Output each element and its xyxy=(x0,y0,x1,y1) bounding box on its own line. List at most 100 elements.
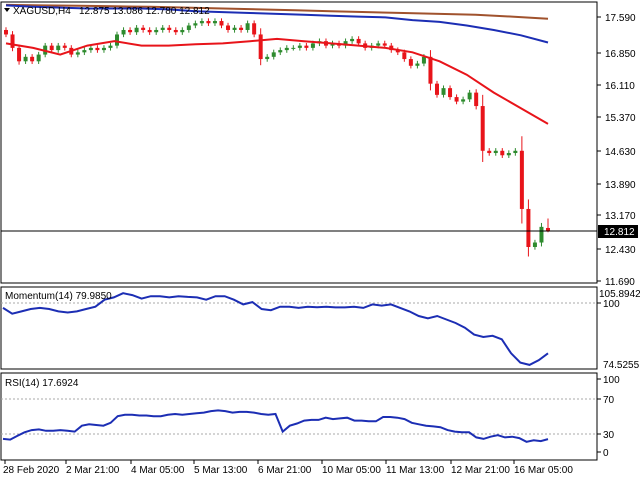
bullish-candle xyxy=(232,27,237,30)
time-tick: 16 Mar 05:00 xyxy=(514,465,573,476)
bearish-candle xyxy=(448,88,453,98)
price-axis: 17.590 16.850 16.110 15.370 14.630 13.89… xyxy=(597,13,638,288)
rsi-panel-frame[interactable] xyxy=(0,372,598,461)
bullish-candle xyxy=(82,50,87,53)
bullish-candle xyxy=(199,21,204,24)
bullish-candle xyxy=(310,43,315,48)
rsi-axis: 100 70 30 0 xyxy=(597,375,620,459)
price-tick: 16.850 xyxy=(605,49,636,60)
price-tick: 14.630 xyxy=(605,147,636,158)
bearish-candle xyxy=(252,23,257,35)
bearish-candle xyxy=(519,150,524,209)
bullish-candle xyxy=(186,25,191,30)
bearish-candle xyxy=(167,27,172,30)
time-tick: 5 Mar 13:00 xyxy=(194,465,248,476)
momentum-tick: 74.5255 xyxy=(603,360,640,371)
price-panel-frame[interactable] xyxy=(0,1,598,284)
bearish-candle xyxy=(30,56,35,62)
bullish-candle xyxy=(297,45,302,48)
bearish-candle xyxy=(546,227,550,231)
bullish-candle xyxy=(415,63,420,66)
bullish-candle xyxy=(330,43,335,46)
bearish-candle xyxy=(487,150,492,154)
bullish-candle xyxy=(115,34,120,46)
bullish-candle xyxy=(265,56,270,60)
time-axis: 28 Feb 2020 2 Mar 21:00 4 Mar 05:00 5 Ma… xyxy=(3,460,573,476)
rsi-tick: 30 xyxy=(603,430,615,441)
rsi-tick: 100 xyxy=(603,375,620,386)
price-tick: 16.110 xyxy=(605,81,635,92)
price-marks xyxy=(4,18,550,257)
bearish-candle xyxy=(356,38,361,44)
time-tick: 12 Mar 21:00 xyxy=(451,465,510,476)
bullish-candle xyxy=(245,23,250,30)
price-tick: 11.690 xyxy=(605,277,635,288)
time-tick: 6 Mar 21:00 xyxy=(258,465,312,476)
chart-menu-arrow-icon[interactable] xyxy=(4,8,10,12)
bearish-candle xyxy=(395,50,400,53)
bullish-candle xyxy=(193,23,198,26)
chart-header: XAGUSD,H4 12.875 13.086 12.780 12.812 xyxy=(4,6,210,17)
bullish-candle xyxy=(101,47,106,51)
bearish-candle xyxy=(428,56,433,84)
bullish-candle xyxy=(291,47,296,49)
bearish-candle xyxy=(304,45,309,48)
bullish-candle xyxy=(212,21,217,24)
momentum-axis: 105.8942 100 74.5255 xyxy=(597,289,640,371)
price-tick: 13.890 xyxy=(605,180,636,191)
bearish-candle xyxy=(454,97,459,102)
bullish-candle xyxy=(493,150,498,154)
time-tick: 28 Feb 2020 xyxy=(3,465,60,476)
bullish-candle xyxy=(421,56,426,64)
bullish-candle xyxy=(532,242,537,247)
slow-moving-average-line xyxy=(5,3,549,20)
bearish-candle xyxy=(147,29,152,33)
bullish-candle xyxy=(75,52,80,55)
bearish-candle xyxy=(62,45,67,48)
price-tick: 12.430 xyxy=(605,245,636,256)
bullish-candle xyxy=(56,45,61,51)
bearish-candle xyxy=(402,52,407,60)
momentum-tick: 105.8942 xyxy=(599,289,640,300)
rsi-tick: 0 xyxy=(603,448,609,459)
bullish-candle xyxy=(284,47,289,51)
bullish-candle xyxy=(461,99,466,102)
bearish-candle xyxy=(10,34,15,48)
fast-moving-average-line xyxy=(5,37,549,125)
symbol-label: XAGUSD,H4 xyxy=(13,6,71,17)
momentum-panel-frame[interactable] xyxy=(0,286,598,370)
momentum-label: Momentum(14) 79.9850 xyxy=(5,291,112,302)
bullish-candle xyxy=(376,43,381,46)
bearish-candle xyxy=(95,47,100,51)
bullish-candle xyxy=(513,150,518,154)
price-tick: 17.590 xyxy=(605,13,636,24)
bearish-candle xyxy=(206,21,211,24)
bullish-candle xyxy=(441,88,446,95)
bullish-candle xyxy=(108,45,113,48)
bearish-candle xyxy=(141,27,146,30)
bullish-candle xyxy=(154,29,159,33)
time-tick: 10 Mar 05:00 xyxy=(322,465,381,476)
current-price-label: 12.812 xyxy=(604,227,635,238)
bearish-candle xyxy=(219,21,224,26)
current-price-badge xyxy=(598,225,638,238)
bearish-candle xyxy=(17,47,22,62)
time-tick: 4 Mar 05:00 xyxy=(131,465,185,476)
bullish-candle xyxy=(160,27,165,30)
bearish-candle xyxy=(382,43,387,46)
bearish-candle xyxy=(4,29,8,35)
bearish-candle xyxy=(434,83,439,95)
bullish-candle xyxy=(278,50,283,53)
bearish-candle xyxy=(408,59,413,66)
bullish-candle xyxy=(134,27,139,33)
bearish-candle xyxy=(49,45,54,51)
bearish-candle xyxy=(500,150,505,156)
ohlc-readout: 12.875 13.086 12.780 12.812 xyxy=(79,6,210,17)
moving-average-lines xyxy=(5,3,549,125)
bearish-candle xyxy=(128,29,133,33)
bearish-candle xyxy=(258,34,263,60)
bullish-candle xyxy=(506,153,511,156)
bearish-candle xyxy=(474,92,479,107)
time-tick: 11 Mar 13:00 xyxy=(386,465,445,476)
